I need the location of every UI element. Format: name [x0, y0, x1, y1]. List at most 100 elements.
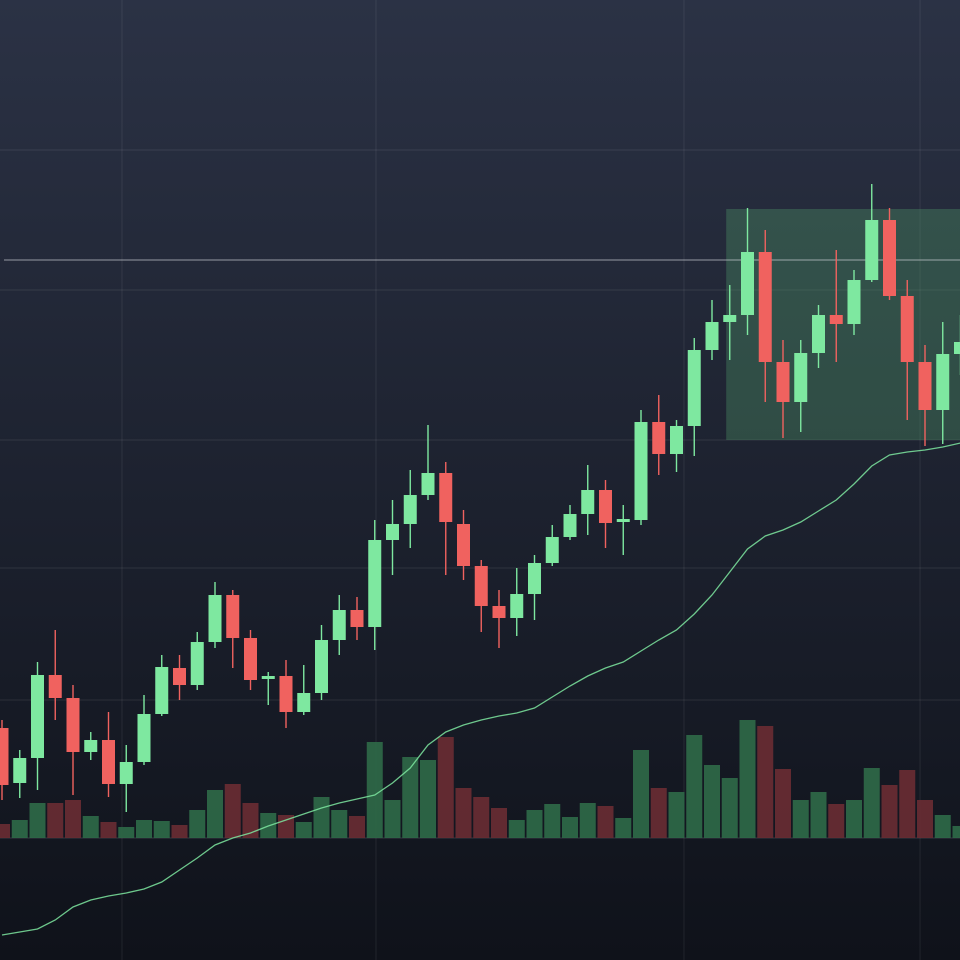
- volume-bar: [579, 803, 596, 838]
- candle-body: [226, 595, 240, 638]
- volume-bar: [828, 804, 845, 838]
- volume-bar: [29, 803, 46, 838]
- volume-bar: [384, 800, 401, 838]
- candle-body: [66, 698, 80, 752]
- candle-body: [563, 514, 577, 537]
- volume-bar: [508, 820, 525, 838]
- candle-body: [208, 595, 222, 642]
- volume-bar: [544, 804, 561, 838]
- candle-body: [510, 594, 524, 618]
- volume-bar: [11, 820, 28, 838]
- volume-bar: [668, 792, 685, 838]
- volume-bar: [366, 742, 383, 838]
- volume-bar: [899, 770, 916, 838]
- volume-bar: [473, 797, 490, 838]
- candle-body: [368, 540, 382, 627]
- candle-body: [0, 728, 9, 785]
- candle-body: [332, 610, 346, 640]
- candle-body: [865, 220, 879, 280]
- candle-body: [758, 252, 772, 362]
- volume-bar: [153, 821, 170, 838]
- candle-body: [119, 762, 133, 784]
- candle-body: [244, 638, 257, 680]
- candle-body: [13, 758, 27, 783]
- candle-body: [137, 714, 151, 762]
- volume-bar: [704, 765, 720, 838]
- volume-bar: [82, 816, 99, 838]
- volume-bar: [562, 817, 578, 838]
- volume-bar: [739, 720, 756, 838]
- volume-bar: [331, 810, 348, 838]
- candle-body: [31, 675, 44, 758]
- volume-bar: [633, 750, 649, 838]
- volume-bar: [136, 820, 152, 838]
- volume-bar: [615, 818, 632, 838]
- candle-body: [829, 315, 843, 324]
- candle-body: [723, 315, 737, 322]
- candle-body: [492, 606, 506, 618]
- candle-body: [439, 473, 453, 522]
- candle-body: [581, 490, 595, 514]
- moving-average: [1, 442, 960, 936]
- candle-body: [102, 740, 115, 784]
- candle-body: [386, 524, 399, 540]
- candle-body: [936, 354, 950, 410]
- candle-body: [687, 350, 701, 426]
- volume-bar: [721, 778, 738, 838]
- volume-bar: [810, 792, 827, 838]
- candle-body: [918, 362, 932, 410]
- volume-bar: [420, 760, 436, 838]
- volume-bar: [437, 737, 454, 838]
- volume-bar: [650, 788, 667, 838]
- candle-body: [705, 322, 719, 350]
- candle-body: [155, 667, 169, 714]
- volume-bar: [402, 757, 419, 838]
- volume-bar: [171, 825, 188, 838]
- volume-bar: [686, 735, 703, 838]
- candle-body: [794, 353, 808, 402]
- candle-body: [883, 220, 896, 296]
- candle-body: [190, 642, 204, 685]
- volume-bar: [118, 827, 135, 838]
- candle-body: [403, 495, 417, 524]
- volume-bar: [934, 815, 951, 838]
- volume-bar: [846, 800, 862, 838]
- volume-bar: [597, 806, 614, 838]
- candle-body: [652, 422, 666, 454]
- candle-body: [350, 610, 364, 627]
- candle-body: [315, 640, 328, 693]
- volume-bar: [349, 816, 365, 838]
- volume-bar: [100, 822, 117, 838]
- candle-body: [84, 740, 98, 752]
- candle-body: [954, 342, 960, 354]
- candle-body: [812, 315, 825, 353]
- candle-body: [634, 422, 648, 520]
- candle-body: [545, 537, 559, 563]
- volume-bar: [952, 826, 960, 838]
- volume-bar: [65, 800, 81, 838]
- candle-body: [847, 280, 861, 324]
- candle-body: [900, 296, 914, 362]
- volume-bar: [313, 797, 330, 838]
- candle-body: [457, 524, 470, 566]
- candle-body: [279, 676, 293, 712]
- volume-bar: [757, 726, 774, 838]
- volume-bar: [455, 788, 472, 838]
- volume-bar: [189, 810, 206, 838]
- candle-body: [616, 519, 630, 522]
- candle-body: [670, 426, 683, 454]
- volume-bar: [792, 800, 809, 838]
- volume-bar: [242, 803, 259, 838]
- candle-body: [474, 566, 488, 606]
- candle-body: [48, 675, 62, 698]
- candle-body: [528, 563, 541, 594]
- volume-bar: [881, 785, 898, 838]
- volume-bar: [295, 822, 312, 838]
- candle-body: [599, 490, 612, 523]
- volume-bar: [491, 808, 507, 838]
- candle-body: [297, 693, 311, 712]
- candle-body: [173, 668, 186, 685]
- volume-bar: [526, 810, 543, 838]
